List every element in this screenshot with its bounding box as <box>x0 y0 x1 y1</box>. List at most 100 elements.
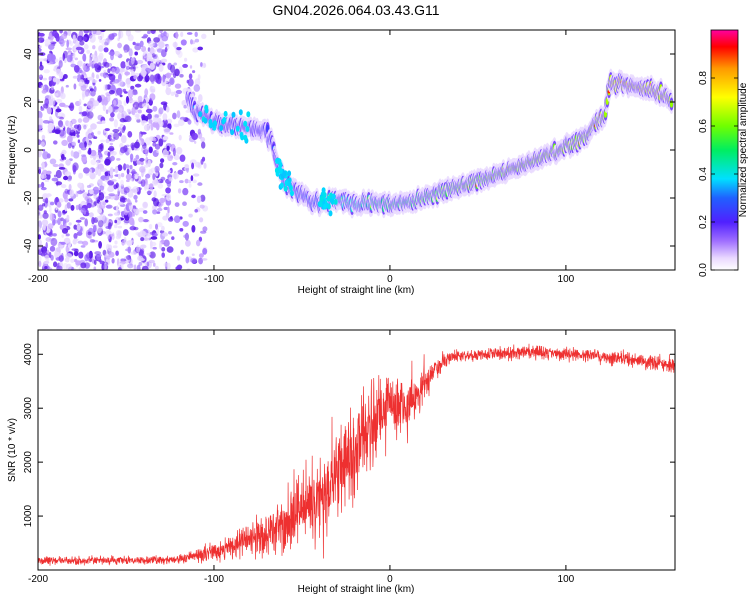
noise-blob <box>165 187 172 194</box>
noise-blob <box>109 117 115 122</box>
noise-blob <box>150 48 157 54</box>
noise-blob <box>191 225 196 233</box>
noise-blob <box>162 149 169 158</box>
noise-blob <box>118 132 122 137</box>
noise-blob <box>147 159 151 168</box>
noise-blob <box>43 260 50 265</box>
ridge-speckle <box>204 104 209 111</box>
noise-blob <box>180 31 184 38</box>
noise-blob <box>147 30 151 35</box>
noise-blob <box>76 224 81 231</box>
noise-blob <box>194 31 198 37</box>
noise-blob <box>117 164 123 171</box>
noise-blob <box>87 149 92 155</box>
noise-blob <box>52 77 58 83</box>
noise-blob <box>66 39 69 48</box>
noise-blob <box>185 109 191 113</box>
noise-blob <box>147 40 155 48</box>
noise-blob <box>113 99 117 107</box>
noise-blob <box>173 154 180 161</box>
noise-blob <box>127 89 134 98</box>
noise-blob <box>61 149 67 155</box>
noise-blob <box>166 246 174 253</box>
noise-blob <box>170 91 175 97</box>
y-tick-label: 1000 <box>23 505 34 528</box>
noise-blob <box>67 135 73 144</box>
noise-blob <box>40 107 44 111</box>
noise-blob <box>185 239 191 247</box>
noise-blob <box>93 63 99 69</box>
noise-blob <box>175 89 182 95</box>
noise-blob <box>55 169 62 179</box>
noise-blob <box>162 118 168 126</box>
noise-blob <box>143 52 148 59</box>
noise-blob <box>190 257 198 264</box>
noise-blob <box>63 237 71 244</box>
noise-blob <box>97 168 102 177</box>
noise-blob <box>169 132 174 135</box>
noise-blob <box>39 64 44 71</box>
noise-blob <box>61 234 64 238</box>
noise-blob <box>38 166 42 170</box>
noise-blob <box>90 159 97 166</box>
x-tick-label: -100 <box>204 274 224 285</box>
noise-blob <box>103 47 109 53</box>
noise-blob <box>89 57 92 65</box>
noise-blob <box>52 30 58 37</box>
noise-blob <box>188 183 192 188</box>
x-tick-label: -100 <box>204 574 224 585</box>
noise-blob <box>130 251 138 255</box>
snr-series-line <box>38 343 675 566</box>
noise-blob <box>56 265 63 270</box>
noise-blob <box>146 52 153 62</box>
noise-blob <box>151 88 156 93</box>
noise-blob <box>150 122 154 131</box>
noise-blob <box>67 142 72 149</box>
noise-blob <box>200 194 206 202</box>
noise-blob <box>87 76 94 81</box>
noise-blob <box>45 242 48 249</box>
snr-x-ticks: -200 -100 0 100 <box>28 330 575 585</box>
noise-blob <box>104 128 110 132</box>
noise-blob <box>75 204 79 211</box>
noise-blob <box>155 122 160 131</box>
noise-blob <box>108 134 112 138</box>
noise-blob <box>55 98 63 103</box>
noise-blob <box>123 187 130 194</box>
figure-title: GN04.2026.064.03.43.G11 <box>272 2 439 18</box>
noise-blob <box>156 150 159 153</box>
ridge-speckle <box>231 111 236 118</box>
noise-blob <box>119 68 124 73</box>
noise-blob <box>119 118 127 123</box>
noise-blob <box>198 94 203 103</box>
noise-blob <box>182 63 189 68</box>
noise-blob <box>104 171 109 177</box>
noise-blob <box>117 173 121 180</box>
noise-blob <box>179 154 186 162</box>
noise-blob <box>154 265 159 270</box>
noise-blob <box>38 30 43 33</box>
noise-blob <box>47 53 53 62</box>
snr-x-label: Height of straight line (km) <box>298 584 415 595</box>
noise-blob <box>168 176 173 182</box>
noise-blob <box>149 148 153 153</box>
noise-blob <box>97 130 101 135</box>
noise-blob <box>159 30 163 34</box>
noise-blob <box>190 175 194 182</box>
noise-blob <box>79 79 85 87</box>
ridge-speckle <box>319 195 324 202</box>
noise-blob <box>109 139 116 142</box>
noise-blob <box>52 233 57 237</box>
noise-blob <box>145 78 148 83</box>
noise-blob <box>139 166 146 173</box>
noise-blob <box>97 219 104 228</box>
noise-blob <box>117 201 124 206</box>
noise-blob <box>145 108 153 114</box>
noise-blob <box>130 171 138 175</box>
noise-blob <box>115 250 119 256</box>
snr-panel: -200 -100 0 100 1000 2000 3000 4000 Height of … <box>7 329 676 595</box>
noise-blob <box>156 56 160 64</box>
noise-blob <box>152 137 157 142</box>
ridge-speckle <box>222 116 227 123</box>
noise-blob <box>108 193 115 197</box>
